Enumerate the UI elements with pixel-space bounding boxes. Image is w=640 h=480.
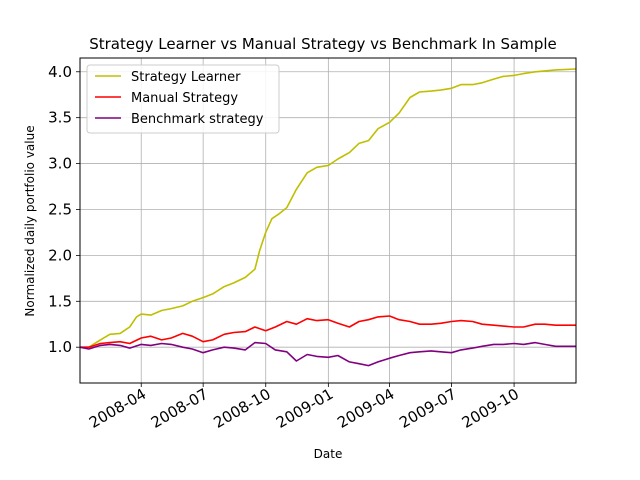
series-line-manual-strategy [80,315,576,349]
legend: Strategy Learner Manual Strategy Benchmark… [86,64,280,134]
y-axis-ticks: 1.0 1.5 2.0 2.5 3.0 3.5 4.0 [48,63,80,356]
chart-title: Strategy Learner vs Manual Strategy vs B… [89,35,557,53]
y-tick-label: 2.5 [48,200,72,218]
y-tick-label: 1.0 [48,338,72,356]
y-axis-label: Normalized daily portfolio value [23,125,37,316]
y-tick-label: 3.5 [48,109,72,127]
series-lines [79,68,577,367]
legend-label-strategy-learner: Strategy Learner [131,70,241,85]
series-line-benchmark-strategy [79,341,576,367]
y-tick-label: 1.5 [48,292,72,310]
y-tick-label: 3.0 [48,155,72,173]
series-line-strategy-learner [80,68,577,349]
legend-label-benchmark-strategy: Benchmark strategy [131,112,264,127]
legend-box [86,64,280,134]
y-tick-label: 4.0 [48,63,72,81]
y-tick-label: 2.0 [48,246,72,264]
x-axis-label: Date [314,447,343,461]
legend-label-manual-strategy: Manual Strategy [131,91,238,106]
